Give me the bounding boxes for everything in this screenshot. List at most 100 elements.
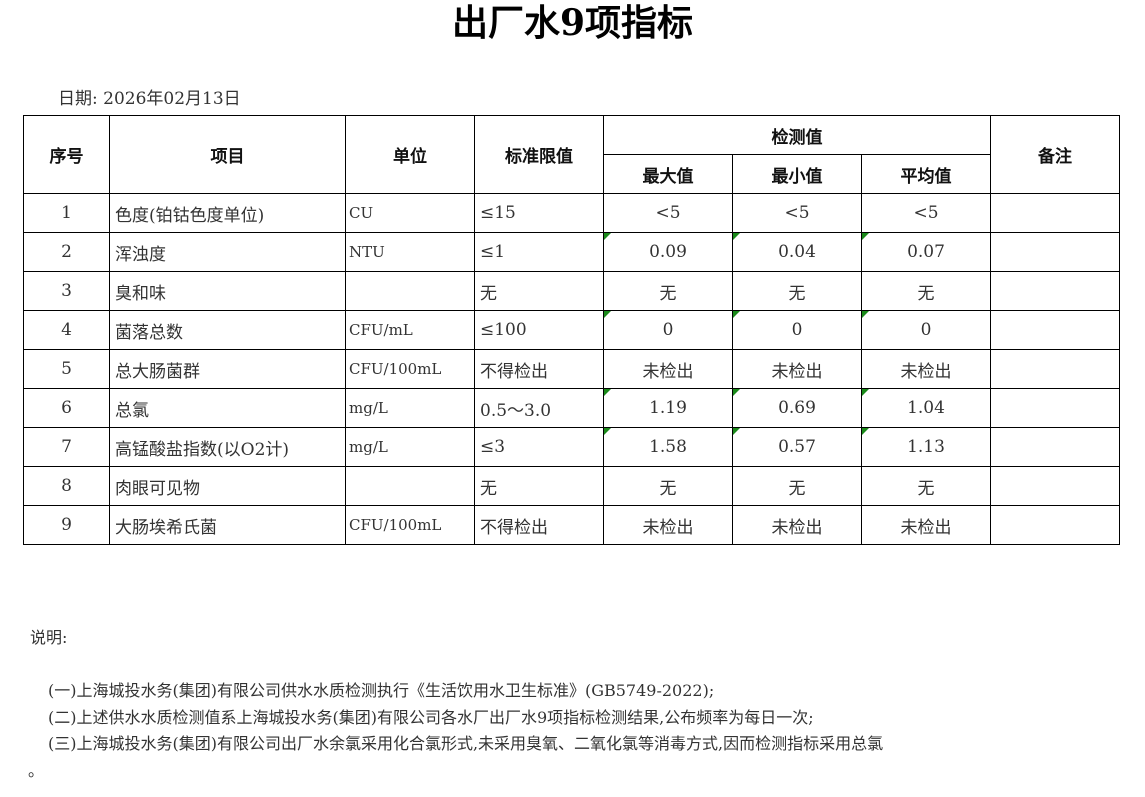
cell-min: 无 [732, 271, 862, 311]
cell-no: 7 [23, 427, 110, 467]
cell-indicator-icon [604, 233, 611, 240]
cell-item: 高锰酸盐指数(以O2计) [109, 427, 346, 467]
cell-text: 4 [61, 320, 72, 340]
cell-text: 1.04 [907, 398, 945, 418]
cell-avg: 无 [861, 271, 991, 311]
cell-text: mg/L [349, 399, 388, 417]
cell-text: ≤15 [480, 203, 516, 223]
table-row: 9 大肠埃希氏菌 CFU/100mL 不得检出 未检出 未检出 未检出 [23, 505, 1120, 545]
cell-text: 0 [791, 320, 803, 340]
cell-max: 1.19 [603, 388, 733, 428]
cell-item: 色度(铂钴色度单位) [109, 193, 346, 233]
cell-text: 无 [917, 283, 935, 304]
cell-min: 未检出 [732, 505, 862, 545]
cell-remark [990, 193, 1120, 233]
table-row: 6 总氯 mg/L 0.5～3.0 1.19 0.69 1.04 [23, 388, 1120, 428]
cell-max: 无 [603, 466, 733, 506]
cell-text: 浑浊度 [115, 244, 166, 265]
cell-text: 未检出 [900, 361, 952, 382]
cell-text: 7 [61, 437, 72, 457]
cell-unit [345, 271, 475, 311]
header-unit: 单位 [345, 115, 475, 194]
table-row: 8 肉眼可见物 无 无 无 无 [23, 466, 1120, 506]
table-row: 1 色度(铂钴色度单位) CU ≤15 <5 <5 <5 [23, 193, 1120, 233]
cell-text: 0 [662, 320, 674, 340]
header-item: 项目 [109, 115, 346, 194]
cell-remark [990, 271, 1120, 311]
cell-no: 1 [23, 193, 110, 233]
cell-text: 0 [920, 320, 932, 340]
cell-text: ≤1 [480, 242, 506, 262]
cell-text: 未检出 [771, 361, 823, 382]
cell-indicator-icon [733, 428, 740, 435]
cell-unit: CFU/100mL [345, 349, 475, 389]
cell-text: 肉眼可见物 [115, 478, 200, 499]
cell-text: 未检出 [771, 517, 823, 538]
notes-heading: 说明: [30, 628, 68, 647]
cell-item: 菌落总数 [109, 310, 346, 350]
cell-indicator-icon [862, 389, 869, 396]
cell-max: 无 [603, 271, 733, 311]
cell-text: 大肠埃希氏菌 [115, 517, 217, 538]
cell-limit: 无 [474, 271, 604, 311]
cell-text: 不得检出 [480, 361, 548, 382]
cell-avg: 未检出 [861, 349, 991, 389]
cell-min: 0.04 [732, 232, 862, 272]
header-max: 最大值 [603, 154, 733, 194]
header-remark: 备注 [990, 115, 1120, 194]
cell-text: <5 [784, 203, 810, 223]
cell-text: CFU/100mL [349, 360, 442, 378]
cell-text: ≤100 [480, 320, 527, 340]
cell-text: 无 [788, 283, 806, 304]
cell-text: 2 [61, 242, 72, 262]
cell-limit: ≤1 [474, 232, 604, 272]
cell-indicator-icon [604, 311, 611, 318]
cell-text: 1 [61, 203, 72, 223]
table-row: 4 菌落总数 CFU/mL ≤100 0 0 0 [23, 310, 1120, 350]
cell-limit: ≤15 [474, 193, 604, 233]
cell-indicator-icon [733, 233, 740, 240]
cell-text: 无 [480, 283, 497, 304]
cell-item: 总氯 [109, 388, 346, 428]
cell-min: 0.57 [732, 427, 862, 467]
cell-text: 总氯 [115, 400, 149, 421]
cell-limit: 无 [474, 466, 604, 506]
cell-unit: CFU/mL [345, 310, 475, 350]
cell-text: 未检出 [642, 517, 694, 538]
table-row: 7 高锰酸盐指数(以O2计) mg/L ≤3 1.58 0.57 1.13 [23, 427, 1120, 467]
cell-text: 未检出 [900, 517, 952, 538]
header-min: 最小值 [732, 154, 862, 194]
cell-text: NTU [349, 243, 385, 261]
cell-min: 0.69 [732, 388, 862, 428]
cell-no: 8 [23, 466, 110, 506]
cell-text: 1.13 [907, 437, 945, 457]
cell-avg: 无 [861, 466, 991, 506]
cell-max: 0 [603, 310, 733, 350]
note-1: (一)上海城投水务(集团)有限公司供水水质检测执行《生活饮用水卫生标准》(GB5… [48, 681, 715, 700]
cell-avg: 未检出 [861, 505, 991, 545]
cell-text: 0.07 [907, 242, 945, 262]
cell-remark [990, 505, 1120, 545]
cell-text: ≤3 [480, 437, 506, 457]
cell-text: 无 [659, 283, 677, 304]
cell-limit: 不得检出 [474, 349, 604, 389]
cell-text: 高锰酸盐指数(以O2计) [115, 439, 290, 460]
cell-text: 无 [788, 478, 806, 499]
cell-text: 1.19 [649, 398, 687, 418]
cell-max: 未检出 [603, 505, 733, 545]
cell-min: 无 [732, 466, 862, 506]
header-limit: 标准限值 [474, 115, 604, 194]
cell-text: 无 [917, 478, 935, 499]
note-2: (二)上述供水水质检测值系上海城投水务(集团)有限公司各水厂出厂水9项指标检测结… [48, 708, 814, 727]
report-date: 日期: 2026年02月13日 [58, 89, 241, 109]
note-3: (三)上海城投水务(集团)有限公司出厂水余氯采用化合氯形式,未采用臭氧、二氧化氯… [48, 734, 884, 753]
cell-limit: 不得检出 [474, 505, 604, 545]
cell-text: 菌落总数 [115, 322, 183, 343]
cell-unit: CFU/100mL [345, 505, 475, 545]
cell-unit: mg/L [345, 388, 475, 428]
cell-indicator-icon [733, 311, 740, 318]
cell-text: CFU/100mL [349, 516, 442, 534]
cell-item: 臭和味 [109, 271, 346, 311]
cell-avg: 0 [861, 310, 991, 350]
cell-unit [345, 466, 475, 506]
